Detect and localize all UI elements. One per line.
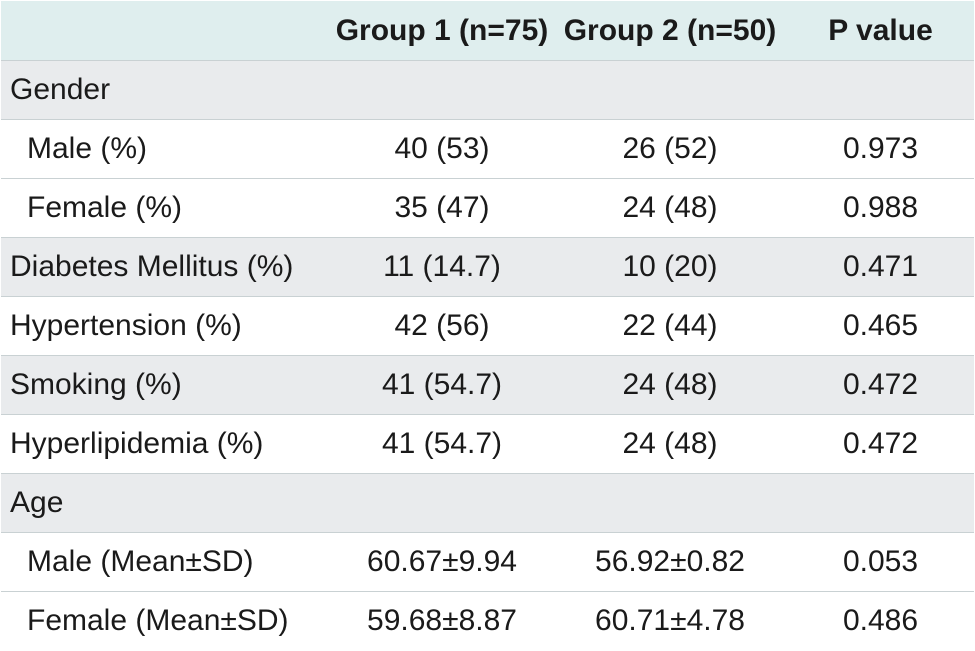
row-group1-value: 41 (54.7) <box>381 368 503 401</box>
row-group1-value: 40 (53) <box>394 132 490 165</box>
row-group1-value: 35 (47) <box>394 191 490 224</box>
row-group1-value: 42 (56) <box>394 309 490 342</box>
row-p-value: 0.472 <box>842 427 919 460</box>
row-label: Gender <box>10 73 111 106</box>
row-group2-value: 24 (48) <box>622 191 718 224</box>
table-row: Diabetes Mellitus (%) 11 (14.7) 10 (20) … <box>1 238 974 297</box>
table-row-section-age: Age <box>1 474 974 533</box>
table-header-row: Group 1 (n=75) Group 2 (n=50) P value <box>1 1 974 61</box>
header-group2: Group 2 (n=50) <box>563 13 777 47</box>
row-group1-value: 59.68±8.87 <box>367 604 517 637</box>
table-row: Female (%) 35 (47) 24 (48) 0.988 <box>1 179 974 238</box>
row-group2-value: 10 (20) <box>622 250 718 283</box>
row-p-value: 0.465 <box>842 309 919 342</box>
row-group2-value: 24 (48) <box>622 368 718 401</box>
row-label: Female (%) <box>27 191 183 224</box>
row-p-value: 0.988 <box>842 191 919 224</box>
row-group1-value: 11 (14.7) <box>383 250 501 283</box>
row-group2-value: 56.92±0.82 <box>595 545 745 578</box>
row-label: Female (Mean±SD) <box>27 604 289 637</box>
row-group1-value: 60.67±9.94 <box>367 545 517 578</box>
row-p-value: 0.973 <box>842 132 919 165</box>
table-row: Hyperlipidemia (%) 41 (54.7) 24 (48) 0.4… <box>1 415 974 474</box>
row-label: Male (%) <box>27 132 148 165</box>
table-row: Female (Mean±SD) 59.68±8.87 60.71±4.78 0… <box>1 592 974 650</box>
row-p-value: 0.053 <box>842 545 919 578</box>
row-group2-value: 22 (44) <box>622 309 718 342</box>
header-p-value: P value <box>828 13 933 47</box>
row-label: Age <box>10 486 64 519</box>
row-p-value: 0.486 <box>842 604 919 637</box>
table-row: Male (Mean±SD) 60.67±9.94 56.92±0.82 0.0… <box>1 533 974 592</box>
table-row-section-gender: Gender <box>1 61 974 120</box>
row-group2-value: 24 (48) <box>622 427 718 460</box>
row-p-value: 0.471 <box>842 250 919 283</box>
row-group2-value: 60.71±4.78 <box>595 604 745 637</box>
header-group1: Group 1 (n=75) <box>335 13 549 47</box>
row-label: Smoking (%) <box>10 368 182 401</box>
row-label: Male (Mean±SD) <box>27 545 254 578</box>
row-group2-value: 26 (52) <box>622 132 718 165</box>
row-p-value: 0.472 <box>842 368 919 401</box>
row-group1-value: 41 (54.7) <box>381 427 503 460</box>
table-row: Male (%) 40 (53) 26 (52) 0.973 <box>1 120 974 179</box>
row-label: Hyperlipidemia (%) <box>10 427 264 460</box>
table-row: Smoking (%) 41 (54.7) 24 (48) 0.472 <box>1 356 974 415</box>
row-label: Hypertension (%) <box>10 309 242 342</box>
row-label: Diabetes Mellitus (%) <box>10 250 294 283</box>
table-row: Hypertension (%) 42 (56) 22 (44) 0.465 <box>1 297 974 356</box>
